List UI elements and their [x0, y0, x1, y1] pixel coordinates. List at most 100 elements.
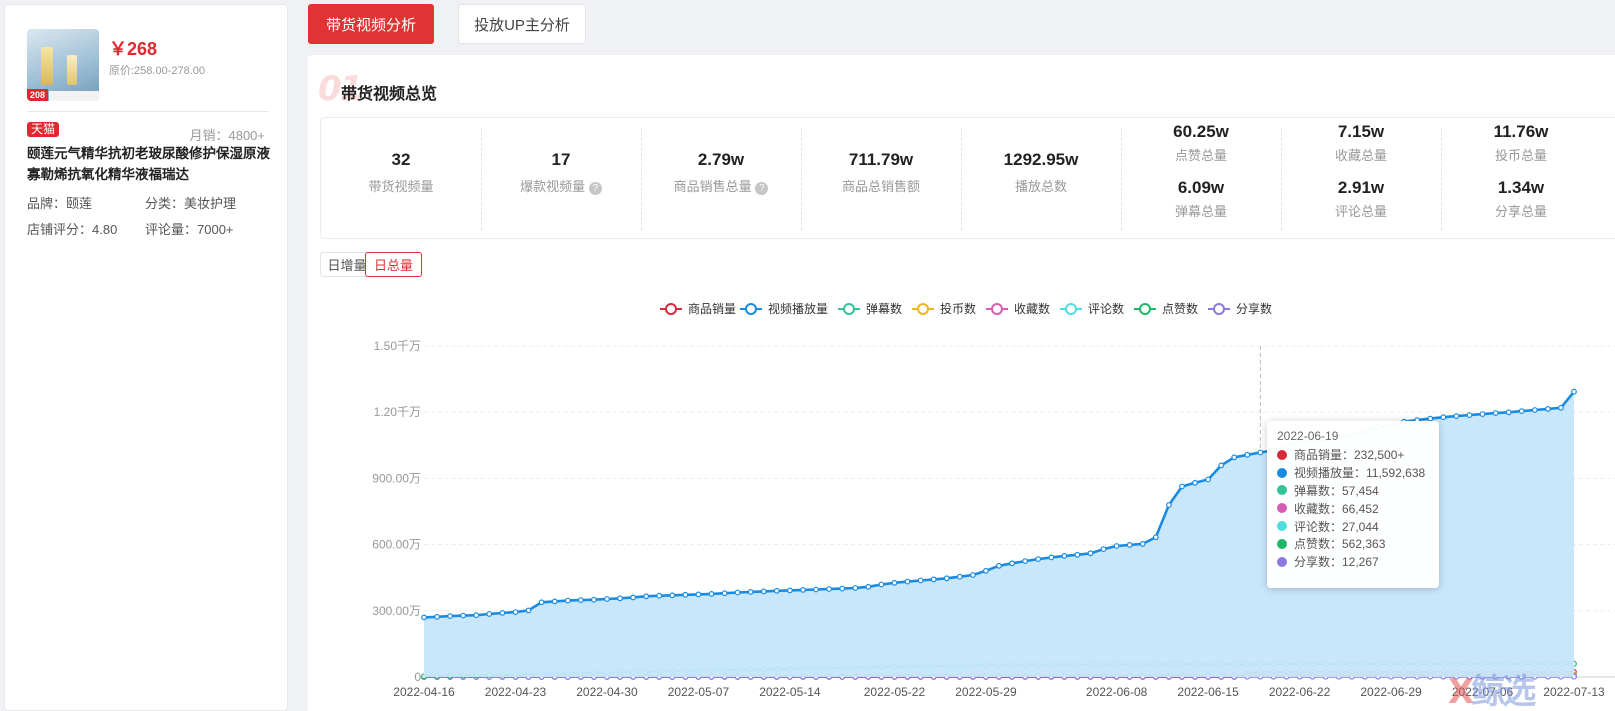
divider [1441, 128, 1442, 230]
data-point [1466, 412, 1473, 419]
data-point [434, 613, 441, 620]
series-dot-icon [1277, 467, 1287, 478]
data-point [1113, 543, 1120, 549]
x-tick-label: 2022-04-30 [576, 685, 638, 699]
product-thumbnail[interactable]: 208 [27, 29, 99, 101]
data-point [656, 592, 663, 599]
data-point [1518, 408, 1525, 415]
data-point [1074, 551, 1081, 558]
x-tick-label: 2022-04-16 [393, 685, 455, 699]
data-point [1492, 410, 1499, 417]
tooltip-row: 点赞数：562,363 [1277, 535, 1429, 553]
x-tick-label: 2022-06-08 [1086, 685, 1148, 699]
divider [1281, 128, 1282, 230]
product-card: 208 ￥268 原价:258.00-278.00 天猫 月销：4800+ 颐莲… [4, 4, 288, 711]
data-point [1022, 558, 1028, 564]
y-tick-label: 600.00万 [372, 538, 421, 552]
product-category: 分类：美妆护理 [145, 196, 237, 211]
tooltip-row: 弹幕数：57,454 [1277, 482, 1429, 500]
shop-score: 店铺评分：4.80 [27, 222, 118, 237]
divider [1121, 128, 1122, 230]
y-tick-label: 900.00万 [372, 471, 421, 485]
legend-marker-icon [917, 303, 929, 315]
data-point [1165, 502, 1172, 508]
stat-video-count: 32 带货视频量 [321, 150, 481, 195]
legend-marker-icon [1213, 303, 1225, 315]
watermark-part1: X [1448, 672, 1474, 711]
stat-label: 爆款视频量 ? [481, 176, 641, 195]
data-point [839, 585, 846, 592]
product-name[interactable]: 颐莲元气精华抗初老玻尿酸修护保湿原液寡勒烯抗氧化精华液福瑞达 [27, 146, 270, 182]
legend-label: 商品销量 [688, 301, 736, 316]
stat-label-text: 商品销售总量 [673, 179, 752, 194]
legend-label: 评论数 [1088, 301, 1124, 316]
data-point [1427, 415, 1434, 422]
x-tick-label: 2022-05-07 [668, 685, 730, 699]
data-point [904, 578, 911, 585]
stat-label: 点赞总量 [1174, 148, 1227, 163]
data-point [970, 572, 976, 578]
divider [27, 111, 269, 112]
data-point [734, 589, 741, 596]
stat-favorites: 7.15w 收藏总量 [1281, 122, 1441, 164]
data-point [577, 597, 584, 603]
stat-value: 1292.95w [1003, 150, 1079, 169]
stat-value: 2.91w [1337, 178, 1385, 197]
product-brand: 品牌：颐莲 [27, 196, 93, 211]
watermark-logo: X鲸选 [1448, 664, 1536, 711]
data-point [695, 591, 702, 598]
data-point [447, 613, 454, 619]
x-tick-label: 2022-05-14 [759, 685, 821, 699]
data-point [943, 575, 950, 582]
data-point [956, 573, 963, 580]
x-tick-label: 2022-05-29 [955, 685, 1017, 699]
product-original-price: 原价:258.00-278.00 [109, 65, 206, 77]
data-point [473, 612, 480, 619]
stat-sales-total: 2.79w 商品销售总量 ? [641, 150, 801, 195]
data-point [1061, 553, 1068, 559]
thumbnail-price-badge: 208 [27, 89, 49, 101]
legend-label: 弹幕数 [866, 301, 902, 316]
tooltip-date: 2022-06-19 [1277, 429, 1339, 443]
legend-marker-icon [1139, 303, 1151, 315]
data-point [682, 591, 689, 598]
legend-label: 收藏数 [1014, 301, 1050, 316]
data-point [1244, 451, 1251, 458]
data-point [983, 567, 989, 574]
divider [481, 128, 482, 230]
stat-label: 播放总数 [1014, 179, 1067, 194]
data-point [1009, 560, 1015, 567]
help-icon[interactable]: ? [755, 182, 769, 195]
data-point [1126, 542, 1133, 548]
tab-video-analysis[interactable]: 带货视频分析 [308, 4, 434, 44]
data-point [747, 589, 754, 595]
help-icon[interactable]: ? [588, 182, 602, 195]
toggle-daily-total[interactable]: 日总量 [365, 252, 422, 277]
divider [961, 128, 962, 230]
stat-shares: 1.34w 分享总量 [1441, 178, 1601, 220]
chart-tooltip: 2022-06-19 商品销量：232,500+ 视频播放量：11,592,638… [1267, 421, 1439, 588]
data-point [708, 591, 715, 597]
tab-up-analysis[interactable]: 投放UP主分析 [458, 4, 586, 44]
stat-value: 17 [551, 150, 571, 169]
stat-hit-video-count: 17 爆款视频量 ? [481, 150, 641, 195]
stat-value: 60.25w [1173, 122, 1229, 141]
data-point [1544, 406, 1551, 412]
series-dot-icon [1277, 449, 1287, 460]
data-point [538, 599, 545, 606]
x-tick-label: 2022-05-22 [864, 685, 926, 699]
tooltip-row: 分享数：12,267 [1277, 553, 1429, 571]
x-tick-label: 2022-04-23 [485, 685, 547, 699]
legend-label: 投币数 [940, 301, 976, 316]
data-point [551, 598, 558, 605]
data-point [813, 586, 819, 593]
series-dot-icon [1277, 538, 1287, 549]
section-number-decoration: 01 [318, 69, 363, 109]
stat-value: 6.09w [1177, 178, 1225, 197]
product-bottle-image-2 [67, 55, 77, 85]
tooltip-row: 收藏数：66,452 [1277, 499, 1429, 517]
tooltip-row-label: 视频播放量：11,592,638 [1294, 466, 1426, 481]
product-bottle-image [41, 47, 53, 85]
tooltip-row-label: 评论数：27,044 [1294, 519, 1379, 534]
data-point [1179, 483, 1185, 490]
